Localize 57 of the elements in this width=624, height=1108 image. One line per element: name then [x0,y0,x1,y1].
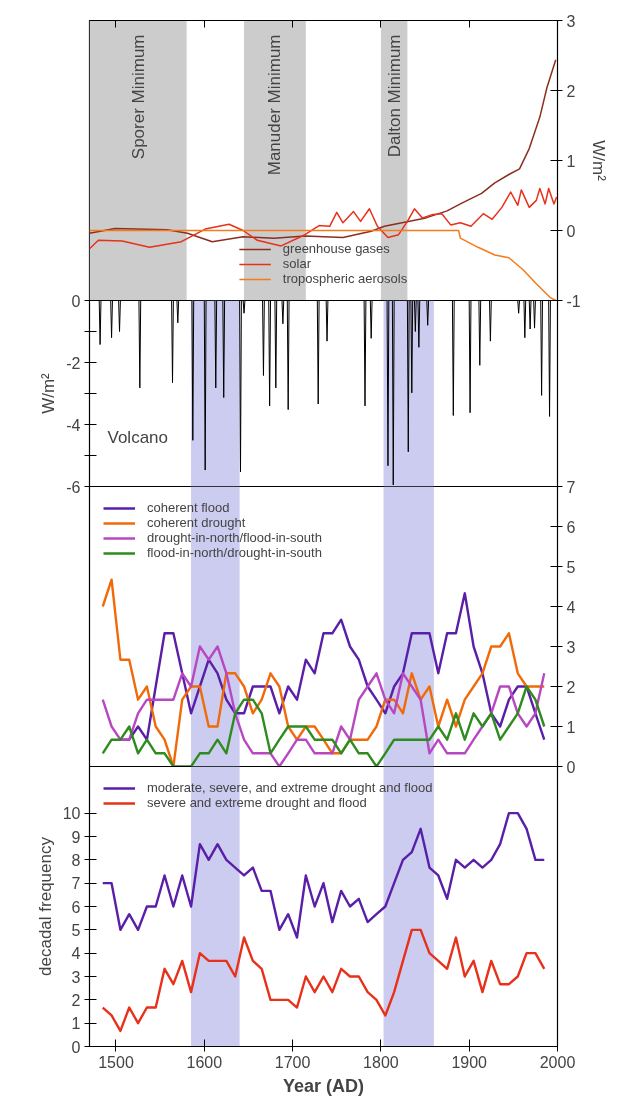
y2-tick-label: 6 [566,518,576,536]
line-series [101,685,546,767]
x-tick-label: 1900 [451,1053,488,1071]
x-axis-title: Year (AD) [282,1075,365,1096]
line-series [101,811,546,939]
y2-tick-label: 1 [566,152,576,170]
legend-label: drought-in-north/flood-in-south [147,530,322,545]
y-tick-label: -2 [66,354,81,372]
y2-tick-label: 2 [566,678,576,696]
y-axis-title: W/m² [39,372,59,414]
x-tick-label: 1800 [363,1053,399,1071]
y-tick-label: 2 [71,991,81,1009]
line-series [101,578,546,767]
line-series [89,229,557,301]
x-tick-label: 1700 [274,1053,311,1071]
y-tick-label: 0 [71,292,81,310]
y-tick-label: 6 [71,898,81,916]
y2-tick-label: 0 [566,758,576,776]
band-label: Dalton Minimum [384,34,404,158]
band-label: Manuder Minimum [265,34,285,176]
legend-label: tropospheric aerosols [282,271,408,286]
legend-label: greenhouse gases [282,241,390,256]
y2-tick-label: 5 [566,558,576,576]
y-tick-label: 3 [71,968,81,986]
legend-label: coherent flood [147,500,230,515]
x-tick-label: 1500 [98,1053,134,1071]
y2-tick-label: 2 [566,82,576,100]
y2-tick-label: -1 [566,292,581,310]
y-tick-label: 0 [71,1038,81,1056]
line-series [101,928,546,1033]
y-tick-label: -6 [66,478,81,496]
y-tick-label: 10 [62,805,81,823]
y-tick-label: -4 [66,416,81,434]
legend-label: coherent drought [147,515,246,530]
y2-tick-label: 0 [566,222,576,240]
y-tick-label: 7 [71,875,81,893]
annotation: Volcano [107,427,168,447]
y2-tick-label: 4 [566,598,576,616]
legend-label: flood-in-north/drought-in-south [147,545,322,560]
line-series [101,645,546,767]
x-tick-label: 2000 [539,1053,576,1071]
y-tick-label: 1 [71,1015,81,1033]
y-tick-label: 5 [71,921,81,939]
y2-tick-label: 1 [566,718,576,736]
y2-tick-label: 3 [566,12,576,30]
band-label: Sporer Minimum [128,34,148,160]
y-tick-label: 4 [71,945,81,963]
y2-axis-title: W/m² [588,140,608,182]
y2-tick-label: 7 [566,478,576,496]
y-tick-label: 9 [71,828,81,846]
y-tick-label: 8 [71,851,81,869]
y-axis-title: decadal frequency [35,836,55,976]
x-tick-label: 1600 [186,1053,223,1071]
legend-label: solar [282,256,312,271]
legend-label: severe and extreme drought and flood [147,795,367,810]
y2-tick-label: 3 [566,638,576,656]
legend-label: moderate, severe, and extreme drought and flood [147,780,433,795]
